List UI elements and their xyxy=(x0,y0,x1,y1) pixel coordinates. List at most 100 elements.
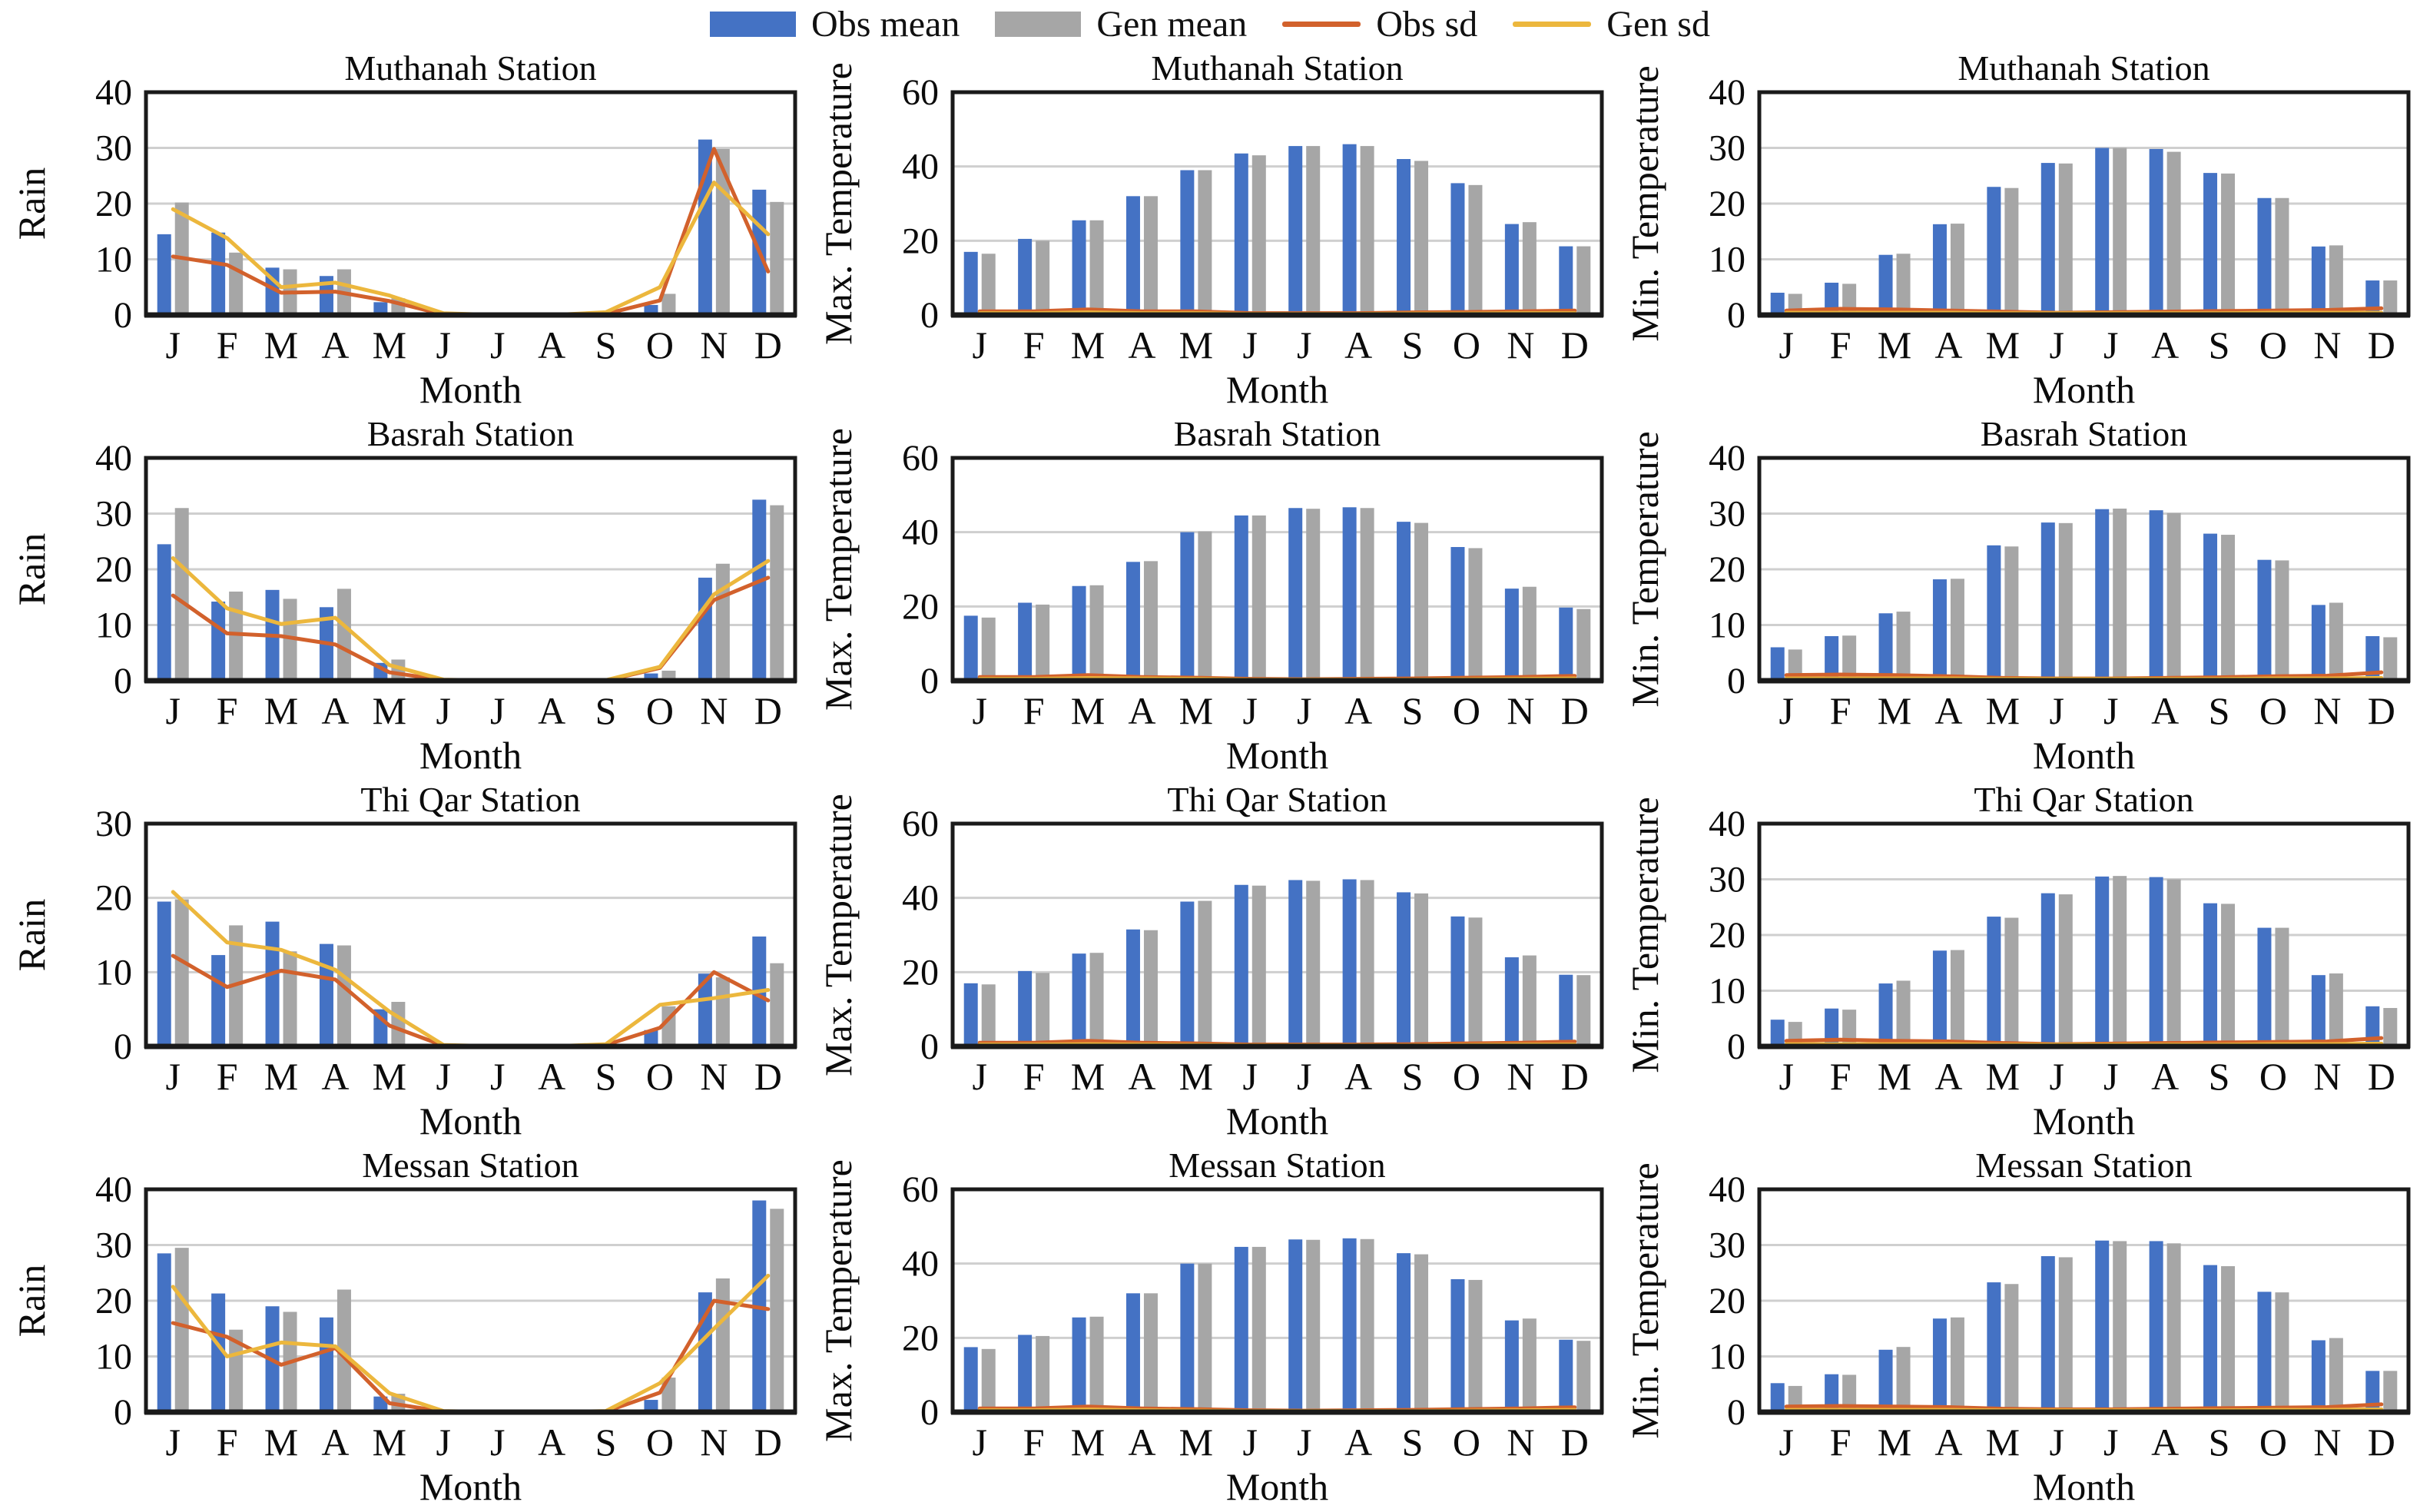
x-tick-label: O xyxy=(1453,1055,1480,1098)
bar xyxy=(1414,161,1429,315)
bar xyxy=(715,1278,730,1412)
x-axis-label: Month xyxy=(2033,1465,2135,1508)
bar xyxy=(2257,197,2272,315)
bar xyxy=(1896,612,1911,681)
gridlines xyxy=(1759,512,2408,626)
y-axis-label: Min. Temperature xyxy=(1623,797,1666,1073)
bar xyxy=(1878,1349,1893,1412)
x-tick-label: J xyxy=(436,1421,451,1464)
x-tick-label: A xyxy=(2151,1421,2179,1464)
x-tick-label: J xyxy=(1243,689,1258,732)
bar xyxy=(1125,1293,1140,1412)
bar xyxy=(1770,1020,1785,1046)
gridlines xyxy=(953,1262,1602,1339)
chart-title: Messan Station xyxy=(362,1146,578,1185)
x-tick-label: F xyxy=(1023,1421,1045,1464)
x-tick-label: O xyxy=(2259,323,2287,366)
y-tick-label: 10 xyxy=(1709,605,1745,646)
bar xyxy=(1878,613,1893,681)
x-tick-label: S xyxy=(595,1421,617,1464)
y-tick-label: 40 xyxy=(95,1169,132,1210)
x-tick-label: N xyxy=(1507,1055,1534,1098)
x-tick-label: O xyxy=(646,689,674,732)
bars-gen-mean xyxy=(174,1209,784,1412)
bar xyxy=(2365,1006,2380,1046)
x-tick-label: M xyxy=(373,1421,406,1464)
bar xyxy=(2275,197,2289,315)
bar xyxy=(2004,546,2019,681)
x-tick-label: M xyxy=(264,323,298,366)
x-tick-label: S xyxy=(2209,1055,2230,1098)
x-tick-label: M xyxy=(1179,689,1213,732)
y-axis-label: Min. Temperature xyxy=(1623,1162,1666,1438)
bar xyxy=(963,1347,978,1412)
legend-label-obs-mean: Obs mean xyxy=(811,3,960,45)
bar xyxy=(1089,953,1104,1046)
bar xyxy=(1143,930,1158,1046)
bar xyxy=(1450,916,1465,1046)
y-tick-label: 30 xyxy=(95,1225,132,1266)
y-tick-labels: 0 20 40 60 xyxy=(902,804,939,1067)
bar xyxy=(698,577,712,681)
bar xyxy=(1842,635,1857,681)
bar xyxy=(1089,220,1104,315)
obs-sd-line xyxy=(171,147,771,317)
bar xyxy=(2203,1265,2218,1412)
bar xyxy=(283,951,297,1046)
bar xyxy=(229,252,244,315)
y-tick-label: 10 xyxy=(1709,1337,1745,1378)
x-tick-label: M xyxy=(264,1055,298,1098)
y-tick-labels: 0 10 20 30 40 xyxy=(1709,438,1745,701)
bars-obs-mean xyxy=(1770,1240,2380,1412)
bars-obs-mean xyxy=(157,1200,767,1412)
bar xyxy=(1342,879,1357,1046)
bar xyxy=(1576,608,1591,681)
bar xyxy=(2149,1241,2163,1412)
bar xyxy=(1397,522,1411,681)
x-tick-label: D xyxy=(1561,1055,1589,1098)
bar xyxy=(2257,927,2272,1046)
bar xyxy=(1198,900,1212,1046)
bar xyxy=(715,977,730,1046)
bar xyxy=(1450,183,1465,315)
y-tick-label: 40 xyxy=(95,72,132,113)
chart-title: Thi Qar Station xyxy=(1974,780,2193,819)
bar xyxy=(1018,602,1033,681)
bars-gen-mean xyxy=(1788,148,2398,315)
x-tick-label: A xyxy=(538,1421,565,1464)
x-tick-label: J xyxy=(2103,1055,2118,1098)
bar xyxy=(211,232,226,315)
bar xyxy=(2113,508,2127,681)
bar xyxy=(2365,636,2380,681)
bar xyxy=(1072,585,1086,681)
bar xyxy=(319,943,333,1046)
x-axis-label: Month xyxy=(2033,1099,2135,1142)
y-tick-label: 0 xyxy=(114,295,132,336)
legend-item-obs-sd: Obs sd xyxy=(1282,3,1477,45)
bar xyxy=(2166,879,2181,1046)
x-axis-label: Month xyxy=(419,734,522,777)
y-tick-label: 20 xyxy=(1709,915,1745,956)
bar xyxy=(1234,884,1248,1046)
bar xyxy=(752,499,767,681)
y-tick-label: 20 xyxy=(902,1318,939,1358)
x-tick-label: J xyxy=(2050,689,2064,732)
y-axis-label: Rain xyxy=(10,1265,53,1337)
bar xyxy=(1018,238,1033,315)
y-tick-label: 30 xyxy=(95,804,132,844)
bar xyxy=(1522,586,1537,681)
y-tick-label: 10 xyxy=(95,952,132,993)
bars-obs-mean xyxy=(1770,148,2380,315)
x-tick-label: F xyxy=(1830,1055,1851,1098)
x-tick-label: D xyxy=(2368,689,2395,732)
x-tick-label: J xyxy=(490,1421,505,1464)
bar xyxy=(1251,1246,1266,1412)
bar xyxy=(1198,170,1212,315)
bar xyxy=(770,201,784,315)
